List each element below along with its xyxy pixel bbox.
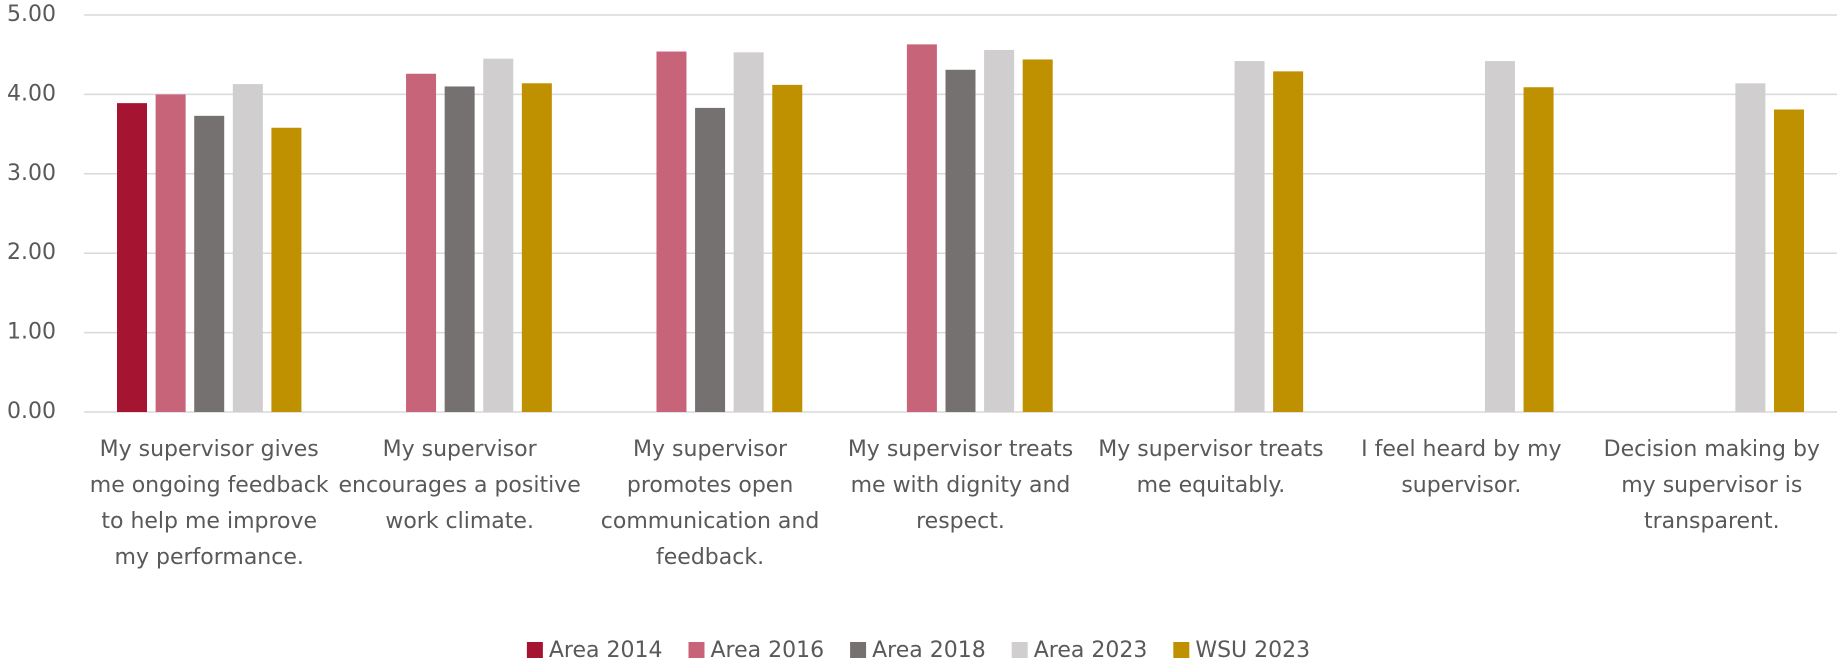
- x-tick-line: promotes open: [627, 473, 793, 498]
- bar: [656, 51, 687, 413]
- legend-swatch: [1173, 642, 1190, 658]
- bar: [444, 86, 475, 413]
- y-tick-label: 4.00: [7, 81, 56, 106]
- bar: [406, 73, 437, 413]
- y-tick-label: 2.00: [7, 240, 56, 265]
- x-tick-line: to help me improve: [101, 509, 317, 534]
- bar: [521, 83, 552, 412]
- x-tick-line: My supervisor gives: [100, 437, 319, 462]
- x-tick-line: feedback.: [656, 545, 764, 570]
- x-tick-label: Decision making by my supervisor is transp…: [1604, 437, 1820, 534]
- x-tick-label: My supervisor gives me ongoing feedback to…: [90, 437, 329, 570]
- x-tick-line: My supervisor: [633, 437, 788, 462]
- bar: [194, 115, 225, 412]
- x-tick-line: respect.: [916, 509, 1005, 534]
- bar: [232, 84, 263, 412]
- bar: [984, 49, 1015, 412]
- bar: [1484, 61, 1515, 412]
- bar: [772, 84, 803, 412]
- legend-label: WSU 2023: [1195, 638, 1310, 663]
- x-tick-line: my supervisor is: [1621, 473, 1802, 498]
- x-tick-line: me with dignity and: [851, 473, 1071, 498]
- bar: [1523, 87, 1554, 412]
- legend-label: Area 2018: [872, 638, 986, 663]
- bar: [1273, 71, 1304, 413]
- x-tick-line: Decision making by: [1604, 437, 1820, 462]
- x-tick-label: My supervisor treats me equitably.: [1098, 437, 1323, 498]
- legend-swatch: [526, 642, 543, 658]
- x-tick-line: work climate.: [385, 509, 534, 534]
- legend-swatch: [850, 642, 867, 658]
- bar: [1735, 83, 1766, 412]
- bar: [695, 107, 726, 412]
- x-tick-line: I feel heard by my: [1361, 437, 1561, 462]
- legend-label: Area 2016: [710, 638, 824, 663]
- x-tick-line: My supervisor treats: [1098, 437, 1323, 462]
- legend-swatch: [1011, 642, 1028, 658]
- x-tick-label: My supervisor treats me with dignity and r…: [848, 437, 1073, 534]
- bar: [483, 58, 514, 413]
- x-tick-line: supervisor.: [1401, 473, 1521, 498]
- legend-label: Area 2023: [1034, 638, 1148, 663]
- x-tick-label: I feel heard by my supervisor.: [1361, 437, 1561, 498]
- x-tick-line: My supervisor: [383, 437, 538, 462]
- bar: [1022, 59, 1053, 413]
- x-tick-line: transparent.: [1644, 509, 1780, 534]
- y-tick-label: 3.00: [7, 161, 56, 186]
- x-tick-line: me ongoing feedback: [90, 473, 329, 498]
- legend-label: Area 2014: [549, 638, 663, 663]
- x-tick-line: My supervisor treats: [848, 437, 1073, 462]
- bar: [733, 52, 764, 413]
- x-tick-line: me equitably.: [1137, 473, 1286, 498]
- bar: [155, 94, 186, 413]
- bar: [906, 44, 937, 413]
- x-tick-label: My supervisor encourages a positive work c…: [339, 437, 581, 534]
- x-tick-line: communication and: [601, 509, 820, 534]
- bar: [945, 69, 976, 412]
- y-tick-label: 5.00: [7, 2, 56, 27]
- x-tick-line: my performance.: [115, 545, 304, 570]
- y-tick-label: 1.00: [7, 320, 56, 345]
- x-tick-line: encourages a positive: [339, 473, 581, 498]
- bar: [1234, 61, 1265, 412]
- bar: [117, 103, 148, 412]
- y-tick-label: 0.00: [7, 399, 56, 424]
- legend: Area 2014 Area 2016 Area 2018 Area 2023 WSU …: [526, 638, 1310, 663]
- bar: [1773, 109, 1804, 413]
- legend-swatch: [688, 642, 705, 658]
- bar: [271, 127, 302, 413]
- x-tick-label: My supervisor promotes open communication …: [601, 437, 820, 570]
